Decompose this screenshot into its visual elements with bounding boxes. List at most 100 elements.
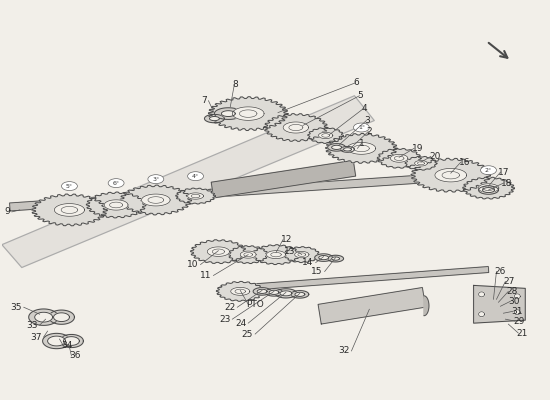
- Polygon shape: [269, 290, 279, 294]
- Text: 23: 23: [219, 315, 230, 324]
- Text: 17: 17: [498, 168, 510, 177]
- Ellipse shape: [148, 175, 164, 184]
- Polygon shape: [86, 192, 146, 218]
- Text: 33: 33: [26, 321, 37, 330]
- Text: 7: 7: [201, 96, 206, 105]
- Polygon shape: [48, 310, 74, 324]
- Text: 6°: 6°: [113, 181, 119, 186]
- Text: 21: 21: [516, 328, 527, 338]
- Polygon shape: [208, 97, 288, 130]
- Ellipse shape: [62, 182, 78, 190]
- Text: 2: 2: [366, 127, 372, 136]
- Polygon shape: [32, 194, 107, 226]
- Polygon shape: [474, 286, 525, 323]
- Text: 4: 4: [361, 104, 367, 113]
- Ellipse shape: [108, 179, 124, 188]
- Polygon shape: [405, 156, 437, 170]
- Polygon shape: [328, 255, 344, 262]
- Polygon shape: [315, 254, 333, 261]
- Polygon shape: [377, 148, 421, 168]
- Text: 27: 27: [503, 277, 515, 286]
- Polygon shape: [9, 171, 479, 211]
- Polygon shape: [264, 114, 328, 141]
- Polygon shape: [332, 145, 342, 150]
- Polygon shape: [463, 177, 514, 199]
- Text: 4°: 4°: [192, 174, 199, 179]
- Text: 5°: 5°: [66, 184, 73, 188]
- Polygon shape: [43, 333, 70, 349]
- Text: 18: 18: [502, 179, 513, 188]
- Polygon shape: [54, 204, 85, 216]
- Text: 2°: 2°: [485, 168, 492, 173]
- Polygon shape: [318, 256, 329, 260]
- Polygon shape: [104, 200, 128, 210]
- Text: 13: 13: [284, 247, 296, 256]
- Polygon shape: [228, 246, 268, 264]
- Polygon shape: [275, 289, 297, 298]
- Polygon shape: [35, 312, 53, 322]
- Ellipse shape: [481, 166, 497, 175]
- Polygon shape: [514, 294, 520, 299]
- Text: PTO: PTO: [246, 300, 264, 309]
- Text: 16: 16: [459, 158, 470, 167]
- Polygon shape: [482, 188, 494, 192]
- Text: 14: 14: [302, 258, 313, 267]
- Polygon shape: [220, 266, 489, 292]
- Polygon shape: [291, 290, 309, 298]
- Polygon shape: [59, 334, 84, 348]
- Polygon shape: [411, 158, 491, 192]
- Polygon shape: [216, 282, 264, 301]
- Polygon shape: [120, 185, 191, 215]
- Text: 30: 30: [508, 297, 520, 306]
- Polygon shape: [232, 107, 264, 120]
- Text: 32: 32: [338, 346, 349, 356]
- Polygon shape: [211, 160, 356, 198]
- Polygon shape: [29, 309, 58, 325]
- Text: 5: 5: [358, 91, 363, 100]
- Polygon shape: [390, 154, 408, 162]
- Polygon shape: [295, 292, 305, 296]
- Polygon shape: [222, 111, 235, 116]
- Polygon shape: [175, 188, 216, 204]
- Polygon shape: [141, 194, 170, 206]
- Polygon shape: [478, 184, 499, 192]
- Text: 20: 20: [429, 152, 441, 161]
- Text: 15: 15: [311, 267, 323, 276]
- Text: 6: 6: [354, 78, 359, 87]
- Text: 1°: 1°: [358, 125, 365, 130]
- Polygon shape: [340, 146, 354, 152]
- Ellipse shape: [354, 123, 370, 132]
- Polygon shape: [53, 313, 69, 322]
- Polygon shape: [207, 247, 229, 256]
- Polygon shape: [318, 288, 426, 324]
- Polygon shape: [191, 240, 246, 264]
- Text: 9: 9: [4, 208, 10, 216]
- Text: 3: 3: [364, 116, 370, 125]
- Polygon shape: [266, 251, 285, 258]
- Text: 36: 36: [69, 352, 81, 360]
- Polygon shape: [214, 108, 242, 120]
- Text: 29: 29: [513, 317, 525, 326]
- Polygon shape: [230, 287, 250, 295]
- Text: 10: 10: [187, 260, 199, 269]
- Polygon shape: [415, 160, 427, 166]
- Text: 37: 37: [30, 332, 42, 342]
- Text: 34: 34: [62, 342, 73, 350]
- Text: 25: 25: [242, 330, 253, 338]
- Polygon shape: [328, 144, 345, 151]
- Polygon shape: [344, 148, 351, 151]
- Text: 11: 11: [200, 271, 211, 280]
- Polygon shape: [347, 142, 376, 154]
- Polygon shape: [332, 257, 339, 260]
- Polygon shape: [435, 168, 466, 182]
- Polygon shape: [210, 116, 219, 121]
- Ellipse shape: [188, 172, 204, 181]
- Text: 22: 22: [224, 303, 235, 312]
- Polygon shape: [284, 247, 320, 262]
- Text: 1: 1: [359, 139, 365, 148]
- Polygon shape: [257, 289, 267, 294]
- Polygon shape: [514, 310, 520, 315]
- Text: 8: 8: [232, 80, 238, 89]
- Polygon shape: [424, 296, 429, 316]
- Text: 28: 28: [507, 287, 518, 296]
